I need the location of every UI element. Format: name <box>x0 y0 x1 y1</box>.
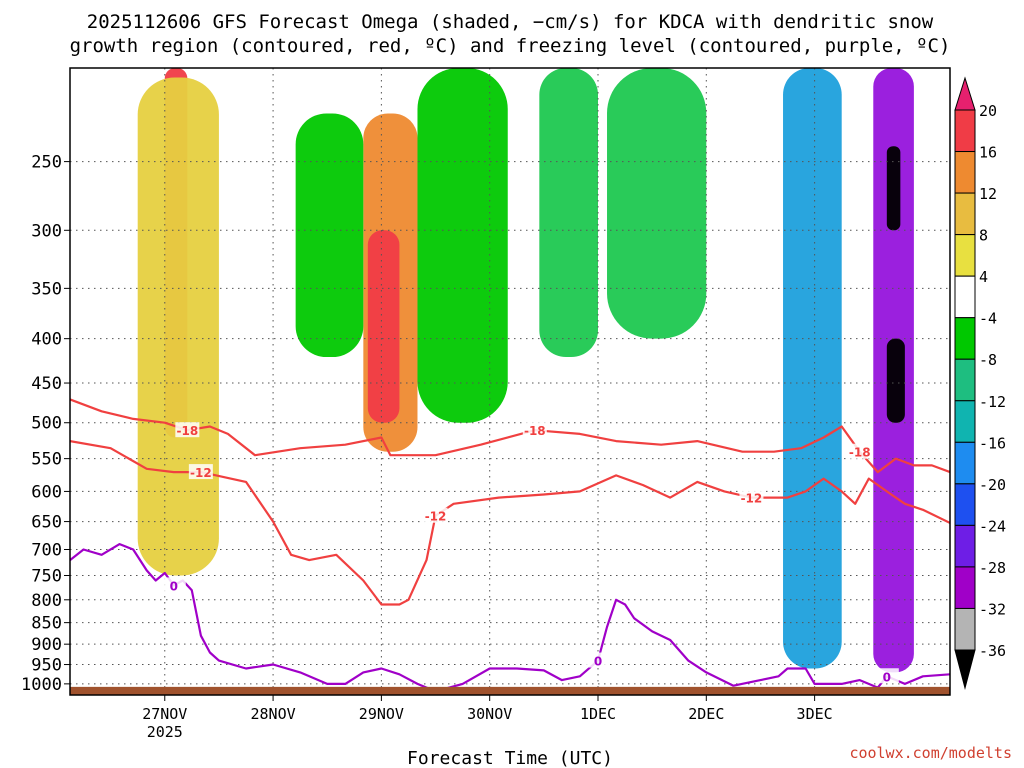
xtick-label-30NOV: 30NOV <box>467 705 512 723</box>
xtick-label-29NOV: 29NOV <box>359 705 404 723</box>
omega-region-4 <box>295 113 364 358</box>
colorbar-label--36: -36 <box>979 642 1006 660</box>
colorbar-segment-5 <box>954 317 976 360</box>
contour-label-bg <box>586 652 610 668</box>
chart-title-line2: growth region (contoured, red, ºC) and f… <box>70 35 951 57</box>
omega-region-10 <box>886 146 901 231</box>
omega-region-5 <box>417 68 508 423</box>
omega-region-8 <box>783 68 842 669</box>
terrain-ground <box>70 686 950 695</box>
ytick-label-550: 550 <box>31 450 62 470</box>
contour-label--12: -12 <box>190 466 212 480</box>
contour-label-bg <box>874 668 899 684</box>
contour-line-dgz-0 <box>70 398 950 474</box>
grid-layer <box>70 68 950 695</box>
contour-label--18: -18 <box>849 446 871 460</box>
ytick-label-850: 850 <box>31 614 62 634</box>
colorbar-min-arrow <box>954 649 976 690</box>
colorbar-max-arrow <box>954 76 976 111</box>
colorbar-segment-1 <box>954 151 976 194</box>
contour-label--18: -18 <box>524 424 546 438</box>
contour-layer: -18 -18 -18 -12 -12 -12 0 0 0 <box>70 398 950 693</box>
xtick-label-28NOV: 28NOV <box>250 705 295 723</box>
ytick-label-300: 300 <box>31 221 62 241</box>
contour-label-bg <box>847 443 872 459</box>
ytick-label-700: 700 <box>31 540 62 560</box>
ytick-label-350: 350 <box>31 279 62 299</box>
ytick-label-800: 800 <box>31 591 62 611</box>
ytick-label-600: 600 <box>31 482 62 502</box>
ytick-label-750: 750 <box>31 566 62 586</box>
colorbar-segment-7 <box>954 400 976 443</box>
colorbar-label-20: 20 <box>979 102 997 120</box>
chart-title-line1: 2025112606 GFS Forecast Omega (shaded, −… <box>87 11 934 33</box>
colorbar-segment-8 <box>954 441 976 485</box>
colorbar-label--4: -4 <box>979 310 997 328</box>
colorbar-segment-4 <box>954 275 976 319</box>
colorbar-label-12: 12 <box>979 185 997 203</box>
omega-region-7 <box>607 68 707 339</box>
ytick-label-500: 500 <box>31 414 62 434</box>
site-credit: coolwx.com/modelts <box>849 744 1012 762</box>
xtick-label-2DEC: 2DEC <box>688 705 724 723</box>
colorbar-segment-2 <box>954 192 976 236</box>
ytick-label-650: 650 <box>31 513 62 533</box>
omega-shading-layer <box>137 68 914 673</box>
colorbar-segment-12 <box>954 607 976 651</box>
colorbar-label--8: -8 <box>979 351 997 369</box>
contour-label--18: -18 <box>176 424 198 438</box>
ytick-label-250: 250 <box>31 153 62 173</box>
contour-label-0: 0 <box>170 579 178 593</box>
ytick-label-900: 900 <box>31 635 62 655</box>
colorbar-label--16: -16 <box>979 434 1006 452</box>
xtick-year-label: 2025 <box>147 723 183 741</box>
xtick-label-27NOV: 27NOV <box>142 705 187 723</box>
contour-label--12: -12 <box>425 510 447 524</box>
omega-region-11 <box>886 338 905 423</box>
omega-region-6 <box>539 68 598 358</box>
colorbar-label--24: -24 <box>979 517 1006 535</box>
contour-label-0: 0 <box>883 670 891 684</box>
contour-label--12: -12 <box>741 492 763 506</box>
xtick-label-1DEC: 1DEC <box>580 705 616 723</box>
xtick-label-3DEC: 3DEC <box>797 705 833 723</box>
colorbar-segment-3 <box>954 234 976 277</box>
contour-line-freezing-2 <box>70 542 950 693</box>
ytick-label-950: 950 <box>31 656 62 676</box>
colorbar-label-16: 16 <box>979 144 997 162</box>
contour-label-bg <box>739 489 764 505</box>
contour-label-0: 0 <box>594 655 602 669</box>
colorbar-segment-6 <box>954 358 976 402</box>
colorbar-segment-9 <box>954 483 976 526</box>
ytick-label-450: 450 <box>31 374 62 394</box>
y-axis: 2503003504004505005506006507007508008509… <box>21 153 70 695</box>
colorbar: 20 16 12 8 4 -4 -8 -12 -16 -20 -24 -28 -32 -36 <box>954 76 1006 690</box>
contour-label-bg <box>161 577 186 593</box>
omega-region-3 <box>367 230 400 423</box>
contour-line-dgz-1 <box>70 440 950 606</box>
ytick-label-400: 400 <box>31 330 62 350</box>
plot-frame <box>69 67 951 696</box>
colorbar-segment-0 <box>954 109 976 153</box>
contour-label-bg <box>423 507 448 523</box>
plot-area: -18 -18 -18 -12 -12 -12 0 0 0 <box>70 68 950 695</box>
colorbar-segment-11 <box>954 566 976 609</box>
omega-region-1 <box>137 77 219 576</box>
colorbar-label--12: -12 <box>979 393 1006 411</box>
ytick-label-1000: 1000 <box>21 675 62 695</box>
contour-label-bg <box>188 464 213 480</box>
colorbar-label-4: 4 <box>979 268 988 286</box>
terrain-layer <box>70 686 950 695</box>
colorbar-label--20: -20 <box>979 476 1006 494</box>
x-axis-label: Forecast Time (UTC) <box>407 748 613 768</box>
contour-label-bg <box>175 422 200 438</box>
colorbar-label-8: 8 <box>979 227 988 245</box>
contour-label-bg <box>522 422 547 438</box>
colorbar-segment-10 <box>954 524 976 568</box>
colorbar-label--32: -32 <box>979 600 1006 618</box>
colorbar-label--28: -28 <box>979 559 1006 577</box>
